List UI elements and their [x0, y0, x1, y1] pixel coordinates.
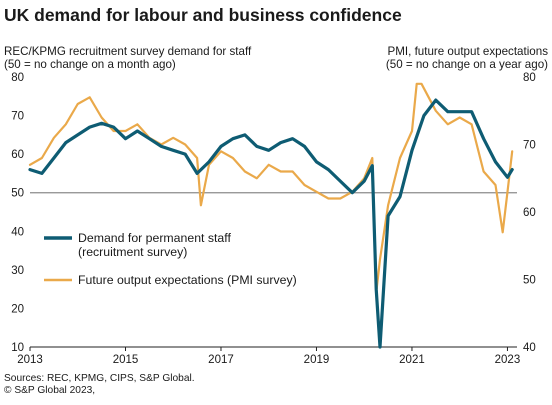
y-left-tick-label: 10: [11, 342, 24, 354]
right-axis-caption: PMI, future output expectations (50 = no…: [386, 45, 548, 71]
left-axis-caption-line1: REC/KPMG recruitment survey demand for s…: [4, 45, 252, 58]
right-axis-caption-line1: PMI, future output expectations: [387, 45, 548, 58]
legend-pmi-label: Future output expectations (PMI survey): [78, 273, 297, 287]
y-left-tick-label: 60: [11, 149, 24, 161]
source-line: Sources: REC, KPMG, CIPS, S&P Global.: [4, 373, 195, 384]
copyright-line: © S&P Global 2023,: [4, 385, 96, 396]
x-tick-label: 2023: [495, 354, 521, 366]
x-tick-label: 2015: [113, 354, 139, 366]
legend-permanent-label: (recruitment survey): [78, 245, 187, 259]
x-tick-label: 2019: [304, 354, 330, 366]
y-right-tick-label: 40: [523, 342, 536, 354]
y-right-tick-label: 60: [523, 207, 536, 219]
right-axis-caption-line2: (50 = no change on a year ago): [385, 58, 548, 71]
y-left-tick-label: 80: [11, 72, 24, 84]
legend-box: [38, 233, 323, 295]
chart-title: UK demand for labour and business confid…: [4, 5, 402, 25]
y-left-tick-label: 20: [11, 303, 24, 315]
left-axis-caption-line2: (50 = no change on a month ago): [4, 58, 176, 71]
x-tick-label: 2017: [208, 354, 234, 366]
y-right-tick-label: 70: [523, 140, 536, 152]
left-axis-caption: REC/KPMG recruitment survey demand for s…: [4, 45, 251, 71]
source-footer: Sources: REC, KPMG, CIPS, S&P Global. © …: [4, 373, 195, 397]
y-left-tick-label: 70: [11, 111, 24, 123]
y-right-tick-label: 50: [523, 275, 536, 287]
series-line-permanent-staff: [28, 98, 514, 349]
y-left-tick-label: 30: [11, 265, 24, 277]
legend-permanent-label: Demand for permanent staff: [78, 231, 231, 245]
y-right-tick-label: 80: [523, 72, 536, 84]
y-left-tick-label: 40: [11, 226, 24, 238]
y-left-tick-label: 50: [11, 188, 24, 200]
x-tick-label: 2013: [17, 354, 43, 366]
x-tick-label: 2021: [399, 354, 425, 366]
series-line-pmi-expectations: [28, 82, 514, 295]
